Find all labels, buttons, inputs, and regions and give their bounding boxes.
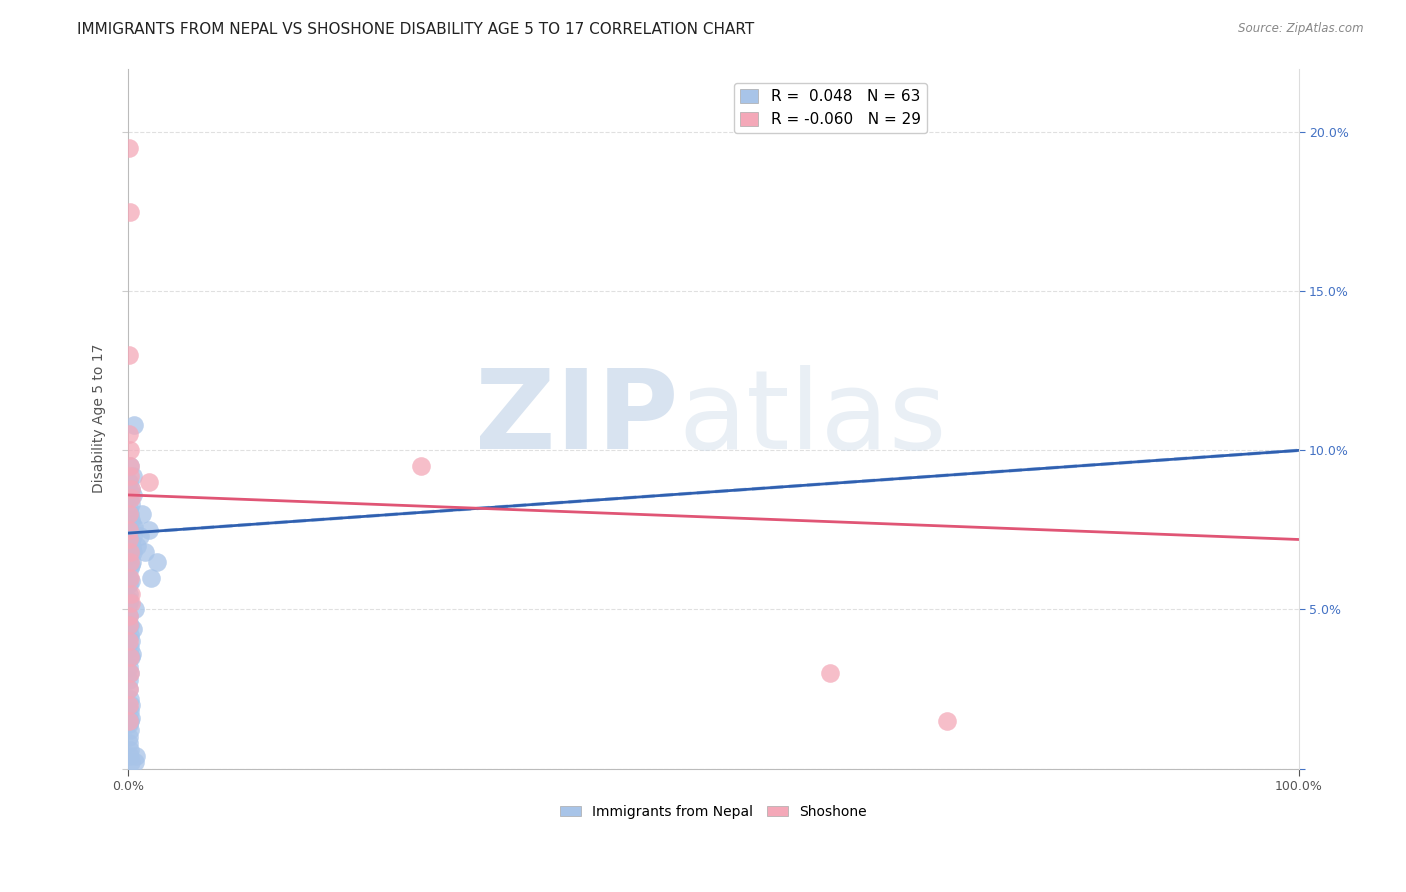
- Point: [118, 459, 141, 474]
- Point: [118, 500, 141, 515]
- Point: [120, 711, 142, 725]
- Point: [118, 698, 141, 712]
- Point: [118, 666, 141, 681]
- Point: [118, 634, 141, 648]
- Point: [121, 468, 143, 483]
- Point: [121, 488, 143, 502]
- Legend: Immigrants from Nepal, Shoshone: Immigrants from Nepal, Shoshone: [554, 799, 872, 825]
- Point: [118, 577, 141, 591]
- Text: ZIP: ZIP: [475, 365, 678, 472]
- Point: [120, 204, 142, 219]
- Point: [118, 681, 141, 696]
- Text: Source: ZipAtlas.com: Source: ZipAtlas.com: [1239, 22, 1364, 36]
- Point: [118, 593, 141, 607]
- Point: [120, 533, 142, 547]
- Point: [120, 714, 142, 728]
- Point: [121, 647, 143, 661]
- Point: [118, 736, 141, 750]
- Point: [120, 571, 142, 585]
- Point: [120, 748, 142, 763]
- Point: [118, 443, 141, 458]
- Point: [118, 475, 141, 490]
- Point: [120, 596, 142, 610]
- Point: [146, 555, 169, 569]
- Point: [120, 574, 142, 588]
- Point: [120, 586, 142, 600]
- Point: [120, 513, 142, 527]
- Point: [120, 698, 142, 712]
- Point: [121, 622, 143, 636]
- Point: [118, 491, 141, 505]
- Point: [118, 608, 141, 623]
- Point: [120, 640, 142, 655]
- Point: [118, 549, 141, 563]
- Point: [118, 459, 141, 474]
- Point: [936, 714, 959, 728]
- Point: [141, 571, 163, 585]
- Point: [118, 618, 141, 632]
- Point: [118, 717, 141, 731]
- Point: [134, 545, 156, 559]
- Point: [120, 558, 142, 572]
- Point: [118, 660, 141, 674]
- Point: [122, 529, 145, 543]
- Point: [120, 535, 142, 549]
- Point: [121, 539, 143, 553]
- Y-axis label: Disability Age 5 to 17: Disability Age 5 to 17: [93, 344, 107, 493]
- Point: [118, 507, 141, 521]
- Point: [409, 459, 432, 474]
- Point: [124, 602, 146, 616]
- Point: [122, 520, 145, 534]
- Point: [120, 468, 142, 483]
- Point: [118, 730, 141, 744]
- Text: atlas: atlas: [678, 365, 946, 472]
- Point: [120, 523, 142, 537]
- Point: [120, 491, 142, 505]
- Point: [120, 650, 142, 665]
- Point: [118, 545, 141, 559]
- Point: [118, 533, 141, 547]
- Point: [118, 691, 141, 706]
- Point: [118, 348, 141, 362]
- Point: [118, 628, 141, 642]
- Point: [120, 704, 142, 718]
- Point: [118, 555, 141, 569]
- Point: [122, 417, 145, 432]
- Point: [128, 529, 150, 543]
- Point: [121, 555, 143, 569]
- Point: [118, 681, 141, 696]
- Point: [120, 482, 142, 496]
- Point: [820, 666, 842, 681]
- Point: [120, 756, 142, 770]
- Point: [131, 507, 153, 521]
- Point: [127, 539, 149, 553]
- Point: [118, 596, 141, 610]
- Point: [121, 516, 143, 531]
- Point: [118, 673, 141, 687]
- Point: [118, 650, 141, 665]
- Text: IMMIGRANTS FROM NEPAL VS SHOSHONE DISABILITY AGE 5 TO 17 CORRELATION CHART: IMMIGRANTS FROM NEPAL VS SHOSHONE DISABI…: [77, 22, 755, 37]
- Point: [120, 498, 142, 512]
- Point: [125, 748, 148, 763]
- Point: [118, 561, 141, 575]
- Point: [138, 475, 160, 490]
- Point: [120, 634, 142, 648]
- Point: [118, 714, 141, 728]
- Point: [120, 482, 142, 496]
- Point: [122, 545, 145, 559]
- Point: [138, 523, 160, 537]
- Point: [118, 666, 141, 681]
- Point: [118, 141, 141, 155]
- Point: [118, 742, 141, 756]
- Point: [118, 618, 141, 632]
- Point: [118, 608, 141, 623]
- Point: [124, 756, 146, 770]
- Point: [118, 523, 141, 537]
- Point: [118, 723, 141, 738]
- Point: [118, 427, 141, 442]
- Point: [118, 571, 141, 585]
- Point: [118, 507, 141, 521]
- Point: [118, 586, 141, 600]
